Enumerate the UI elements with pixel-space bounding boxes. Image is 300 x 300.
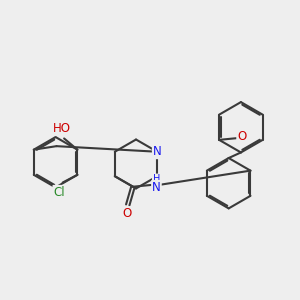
- Text: H: H: [153, 174, 160, 184]
- Text: N: N: [153, 145, 162, 158]
- Text: O: O: [122, 207, 132, 220]
- Text: HO: HO: [53, 122, 71, 135]
- Text: Cl: Cl: [53, 186, 65, 199]
- Text: N: N: [152, 181, 161, 194]
- Text: O: O: [237, 130, 247, 143]
